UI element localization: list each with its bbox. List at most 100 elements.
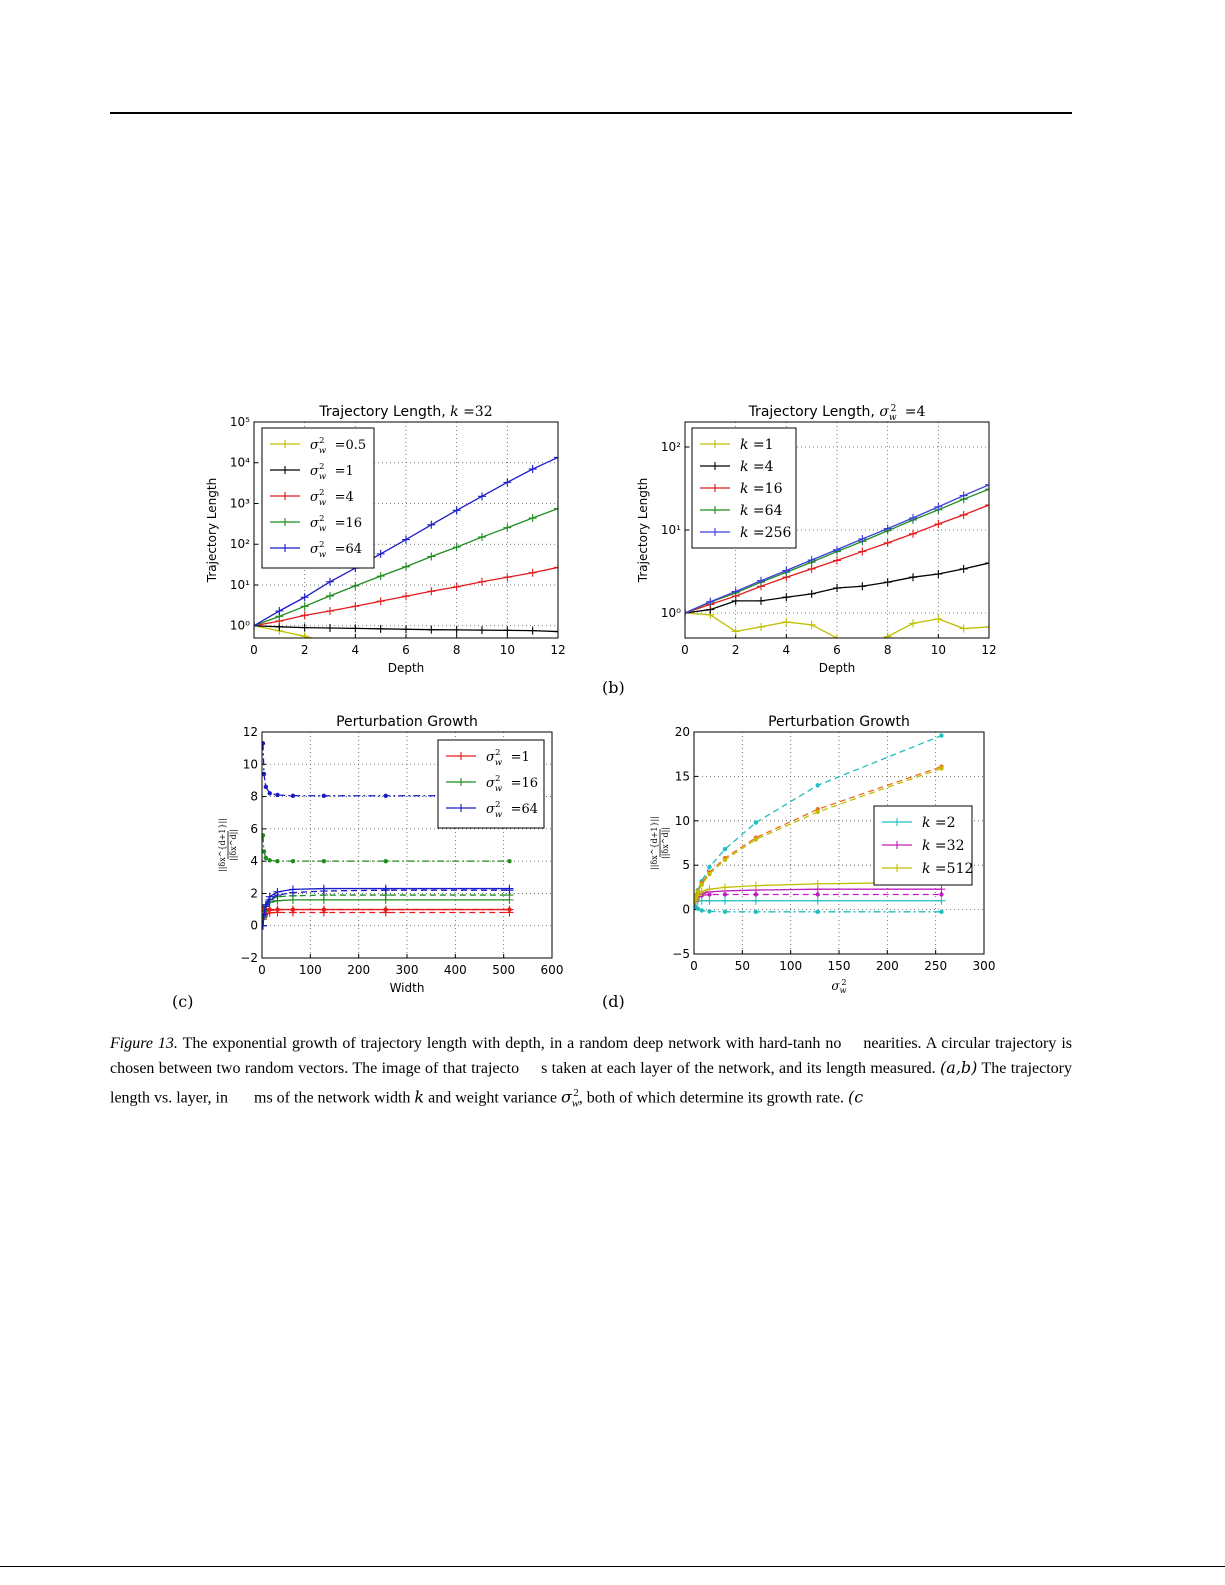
legend-marker bbox=[457, 752, 465, 760]
data-point bbox=[383, 858, 388, 864]
chart-trajectory-length-sigma4: 0 2 4 6 8 10 12 10⁰ 10¹ 10² Trajectory Length, σw2… bbox=[636, 404, 997, 675]
data-point bbox=[695, 906, 701, 911]
y-tick-label: 10⁰ bbox=[661, 606, 681, 620]
data-point bbox=[782, 566, 791, 575]
data-point bbox=[815, 809, 820, 815]
y-tick-label: 2 bbox=[250, 886, 258, 900]
caption-sigma-sup: 2 bbox=[573, 1087, 579, 1099]
x-tick-label: 500 bbox=[492, 963, 515, 977]
y-axis-label: Trajectory Length bbox=[205, 478, 219, 583]
x-tick-label: 600 bbox=[541, 963, 564, 977]
data-point bbox=[351, 581, 360, 590]
data-point bbox=[507, 858, 512, 864]
y-tick-label: 10 bbox=[243, 757, 258, 771]
y-axis-label: ||δx^{d+1}|| ||δx^d|| bbox=[650, 816, 670, 870]
data-point bbox=[326, 591, 334, 600]
chart-perturbation-growth-sigma: 0 50 100 150 200 250 300−505101520Perturbation… bbox=[650, 714, 995, 995]
legend-marker bbox=[457, 778, 465, 786]
figure-caption: Figure 13. The exponential growth of tra… bbox=[110, 1032, 1072, 1116]
y-tick-label: 10¹ bbox=[661, 523, 681, 537]
legend-marker bbox=[711, 484, 719, 492]
data-point bbox=[985, 480, 989, 489]
data-point bbox=[959, 624, 968, 633]
x-tick-label: 8 bbox=[884, 643, 892, 657]
data-point bbox=[452, 543, 461, 552]
data-point bbox=[707, 892, 712, 897]
data-point bbox=[503, 523, 512, 532]
data-point bbox=[705, 896, 714, 905]
x-tick-label: 100 bbox=[299, 963, 322, 977]
data-point bbox=[731, 627, 740, 636]
data-point bbox=[937, 885, 946, 894]
legend-marker bbox=[281, 518, 289, 526]
data-point bbox=[381, 886, 390, 895]
data-point bbox=[478, 577, 486, 586]
caption-ab: (a,b) bbox=[940, 1058, 978, 1077]
data-point bbox=[453, 664, 461, 672]
data-point bbox=[697, 896, 706, 905]
data-point bbox=[694, 894, 699, 899]
data-point bbox=[554, 504, 558, 513]
y-tick-label: 10⁰ bbox=[230, 619, 250, 633]
data-point bbox=[273, 891, 282, 900]
plot-area bbox=[694, 733, 946, 915]
data-point bbox=[478, 669, 486, 677]
data-point bbox=[939, 909, 944, 915]
caption-text-5: ms of the network width bbox=[254, 1089, 415, 1107]
legend-marker bbox=[893, 841, 901, 849]
data-point bbox=[883, 524, 892, 533]
data-point bbox=[321, 858, 327, 864]
data-point bbox=[376, 624, 385, 633]
data-point bbox=[707, 864, 712, 870]
legend-label: σw2 =0.5 bbox=[310, 435, 366, 455]
legend-marker bbox=[281, 466, 289, 474]
data-point bbox=[503, 573, 512, 582]
data-point bbox=[909, 573, 917, 582]
y-tick-label: −5 bbox=[672, 947, 690, 961]
data-point bbox=[753, 837, 759, 842]
chart-perturbation-growth-width: 0 100 200 300 400 500 600−2024681012Perturbati… bbox=[218, 714, 564, 995]
data-point bbox=[807, 589, 816, 598]
data-point bbox=[262, 771, 267, 777]
data-point bbox=[319, 887, 328, 896]
data-point bbox=[478, 626, 486, 635]
data-point bbox=[275, 907, 280, 912]
y-tick-label: 10⁵ bbox=[230, 415, 250, 429]
data-point bbox=[939, 733, 944, 738]
panel-label-b: (b) bbox=[602, 678, 625, 697]
data-point bbox=[427, 625, 436, 634]
data-point bbox=[321, 907, 327, 912]
x-tick-label: 4 bbox=[352, 643, 360, 657]
data-point bbox=[959, 510, 968, 519]
axes-frame bbox=[261, 731, 553, 959]
y-label-numerator: ||δx^{d+1}|| bbox=[650, 816, 659, 870]
legend-marker bbox=[893, 818, 901, 826]
data-point bbox=[402, 625, 410, 634]
data-point bbox=[402, 535, 410, 544]
data-point bbox=[833, 634, 841, 638]
legend-label: σw2 =16 bbox=[486, 773, 538, 793]
legend-label: k =16 bbox=[740, 481, 783, 497]
plot-area bbox=[685, 480, 989, 638]
data-point bbox=[753, 892, 759, 897]
data-point bbox=[883, 632, 892, 638]
data-point bbox=[427, 587, 436, 596]
y-tick-label: −2 bbox=[240, 951, 258, 965]
data-point bbox=[427, 520, 436, 529]
data-point bbox=[934, 614, 943, 623]
data-point bbox=[985, 622, 989, 631]
data-point bbox=[351, 602, 360, 611]
data-point bbox=[554, 627, 558, 636]
data-point bbox=[699, 908, 704, 913]
legend-marker bbox=[711, 440, 719, 448]
data-point bbox=[722, 909, 728, 915]
data-point bbox=[934, 570, 943, 579]
x-tick-label: 10 bbox=[500, 643, 515, 657]
data-point bbox=[909, 529, 917, 538]
y-tick-label: 0 bbox=[682, 903, 690, 917]
data-point bbox=[267, 907, 272, 912]
x-tick-label: 250 bbox=[924, 959, 947, 973]
y-tick-label: 10¹ bbox=[230, 578, 250, 592]
caption-c: (c bbox=[847, 1087, 864, 1107]
data-point bbox=[402, 592, 410, 601]
